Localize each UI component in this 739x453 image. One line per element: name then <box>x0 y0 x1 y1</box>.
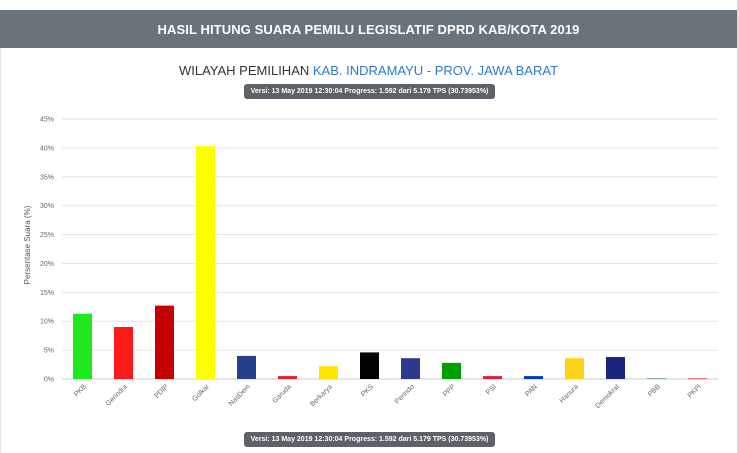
bar-ppp[interactable] <box>442 362 461 379</box>
y-axis-label: Persentase Suara (%) <box>23 205 32 284</box>
bar-pkb[interactable] <box>73 313 92 379</box>
bar-perindo[interactable] <box>401 358 420 379</box>
x-tick-label: PBB <box>647 383 662 398</box>
x-tick-label: Gerindra <box>105 383 129 407</box>
vote-share-bar-chart: 0% 5% 10% 15% 20% 25% 30% 35% 40% 45% PKB Gerindra… <box>23 117 718 410</box>
x-tick-label: NasDem <box>228 383 252 407</box>
x-tick-label: PDIP <box>153 383 170 400</box>
bar-pbb[interactable] <box>647 378 666 379</box>
bar-golkar[interactable] <box>196 146 215 379</box>
bar-psi[interactable] <box>483 376 502 379</box>
y-tick-label: 35% <box>40 174 54 181</box>
page-title: HASIL HITUNG SUARA PEMILU LEGISLATIF DPR… <box>157 21 580 37</box>
y-tick-label: 10% <box>40 319 54 326</box>
y-tick-labels: 0% 5% 10% 15% 20% 25% 30% 35% 40% 45% <box>40 117 54 384</box>
x-tick-label: Perindo <box>394 383 416 405</box>
bar-nasdem[interactable] <box>237 355 256 379</box>
y-tick-label: 5% <box>44 348 54 355</box>
subtitle-region-link[interactable]: KAB. INDRAMAYU - PROV. JAWA BARAT <box>312 63 559 78</box>
x-tick-label: PKS <box>360 383 375 398</box>
x-tick-label: Berkarya <box>309 383 334 408</box>
bar-garuda[interactable] <box>278 376 297 379</box>
y-tick-label: 30% <box>40 203 54 210</box>
panel-border <box>0 48 737 453</box>
version-badge-top: Versi: 13 May 2019 12:30:04 Progress: 1.… <box>244 84 495 99</box>
x-tick-label: Hanura <box>559 383 580 404</box>
bars <box>73 146 707 379</box>
x-tick-label: PKB <box>73 383 88 398</box>
bar-pdip[interactable] <box>155 305 174 379</box>
version-badge-bottom: Versi: 13 May 2019 12:30:04 Progress: 1.… <box>244 432 495 447</box>
bar-berkarya[interactable] <box>319 366 338 379</box>
bar-pan[interactable] <box>524 376 543 379</box>
bar-pkpi[interactable] <box>688 378 707 379</box>
x-tick-label: Demokrat <box>595 383 621 409</box>
x-tick-label: Golkar <box>191 383 211 403</box>
x-tick-label: PSI <box>485 383 498 396</box>
page-header: HASIL HITUNG SUARA PEMILU LEGISLATIF DPR… <box>0 10 737 48</box>
y-tick-label: 20% <box>40 261 54 268</box>
x-tick-label: PAN <box>524 383 539 398</box>
grid-lines <box>62 118 718 380</box>
region-subtitle: WILAYAH PEMILIHAN KAB. INDRAMAYU - PROV.… <box>0 63 737 78</box>
y-tick-label: 25% <box>40 232 54 239</box>
y-tick-label: 40% <box>40 145 54 152</box>
bar-gerindra[interactable] <box>114 327 133 379</box>
bar-demokrat[interactable] <box>606 357 625 379</box>
x-tick-label: Garuda <box>271 383 293 405</box>
x-tick-label: PPP <box>442 383 457 398</box>
bar-hanura[interactable] <box>565 358 584 379</box>
bar-pks[interactable] <box>360 352 379 379</box>
y-tick-label: 0% <box>44 377 54 384</box>
y-tick-label: 45% <box>40 117 54 124</box>
window-edge <box>737 0 739 453</box>
x-tick-label: PKPI <box>687 383 703 399</box>
subtitle-prefix: WILAYAH PEMILIHAN <box>178 63 310 78</box>
y-tick-label: 15% <box>40 290 54 297</box>
x-tick-labels: PKB Gerindra PDIP Golkar NasDem Garuda Berkary… <box>73 383 703 410</box>
